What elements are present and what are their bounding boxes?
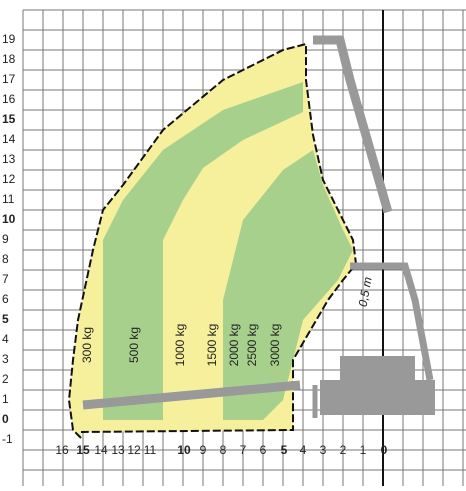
y-tick-label: 15: [2, 112, 16, 126]
load-label: 1500 kg: [205, 324, 219, 367]
y-tick-label: 6: [2, 292, 9, 306]
y-tick-label: 2: [2, 372, 9, 386]
load-label: 500 kg: [127, 327, 141, 363]
x-tick-label: 7: [240, 443, 247, 457]
annotation: 0,5 m: [356, 276, 375, 308]
x-tick-label: 10: [177, 443, 191, 457]
x-tick-label: 15: [76, 443, 90, 457]
load-label: 1000 kg: [173, 324, 187, 367]
y-tick-label: 3: [2, 352, 9, 366]
y-tick-label: 17: [2, 72, 16, 86]
x-tick-label: 12: [127, 443, 141, 457]
x-tick-label: 4: [300, 443, 307, 457]
x-tick-label: 16: [55, 443, 69, 457]
x-tick-label: 2: [340, 443, 347, 457]
y-tick-label: 4: [2, 332, 9, 346]
y-tick-label: 1: [2, 392, 9, 406]
x-tick-label: 5: [281, 443, 288, 457]
y-tick-label: 18: [2, 52, 16, 66]
x-tick-label: 3: [320, 443, 327, 457]
load-chart: 191817161514131211109876543210-116151413…: [0, 0, 466, 486]
y-tick-label: 5: [2, 312, 9, 326]
x-tick-label: 8: [220, 443, 227, 457]
x-tick-label: 11: [144, 443, 157, 457]
y-tick-label: 11: [2, 192, 15, 206]
x-tick-label: 0: [381, 443, 388, 457]
load-label: 300 kg: [80, 327, 94, 363]
y-tick-label: 7: [2, 272, 9, 286]
y-tick-label: -1: [2, 432, 13, 446]
y-tick-label: 12: [2, 172, 16, 186]
y-tick-label: 13: [2, 152, 16, 166]
x-tick-label: 1: [360, 443, 367, 457]
y-tick-label: 8: [2, 252, 9, 266]
load-label: 3000 kg: [268, 324, 282, 367]
y-tick-label: 19: [2, 32, 16, 46]
x-tick-label: 9: [200, 443, 207, 457]
load-label: 2500 kg: [245, 324, 259, 367]
x-tick-label: 13: [111, 443, 125, 457]
y-tick-label: 14: [2, 132, 16, 146]
load-label: 2000 kg: [227, 324, 241, 367]
x-tick-label: 14: [94, 443, 108, 457]
y-tick-label: 0: [2, 412, 9, 426]
x-tick-label: 6: [260, 443, 267, 457]
y-tick-label: 16: [2, 92, 16, 106]
y-tick-label: 9: [2, 232, 9, 246]
y-tick-label: 10: [2, 212, 16, 226]
